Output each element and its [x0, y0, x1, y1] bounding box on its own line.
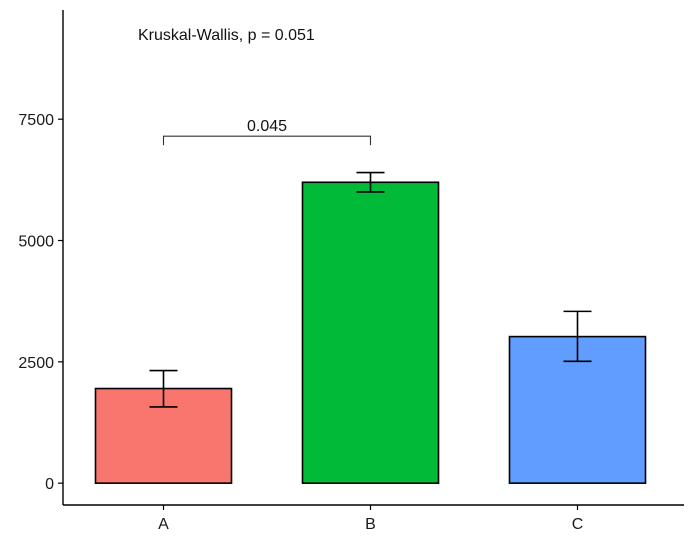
y-tick-label-2500: 2500 [18, 355, 54, 372]
x-tick-label-A: A [158, 516, 169, 533]
x-tick-label-C: C [572, 516, 584, 533]
ticks-layer: 0 2500 5000 7500 A B C [18, 112, 583, 533]
error-bars-layer [149, 171, 592, 408]
error-bar-B [356, 171, 385, 193]
bars-layer [94, 181, 647, 484]
error-bar-A [149, 369, 178, 408]
x-tick-label-B: B [365, 516, 376, 533]
y-tick-label-5000: 5000 [18, 234, 54, 251]
bar-B [301, 181, 440, 484]
axes-layer [62, 10, 684, 506]
error-bar-C [563, 310, 592, 363]
y-tick-label-7500: 7500 [18, 112, 54, 129]
comparison-p-value: 0.045 [247, 118, 287, 135]
y-tick-label-0: 0 [45, 476, 54, 493]
annotations-layer: Kruskal-Wallis, p = 0.051 0.045 [138, 27, 372, 146]
comparison-bracket [162, 135, 372, 146]
kruskal-wallis-label: Kruskal-Wallis, p = 0.051 [138, 27, 315, 44]
